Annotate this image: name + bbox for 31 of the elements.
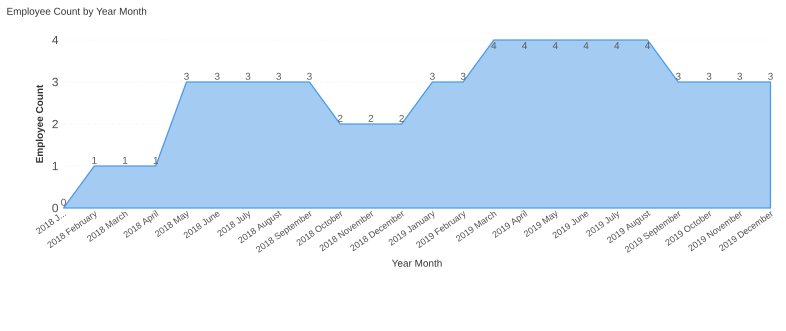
data-label: 3	[276, 72, 282, 80]
data-label: 3	[184, 72, 189, 80]
data-label: 2	[399, 114, 404, 122]
data-label: 3	[214, 72, 220, 80]
data-label: 0	[61, 198, 66, 206]
data-label: 4	[614, 42, 620, 50]
data-label: 4	[584, 42, 589, 50]
data-label: 4	[552, 42, 558, 50]
chart-title: Employee Count by Year Month	[7, 8, 146, 17]
data-label: 3	[460, 72, 466, 80]
data-label: 3	[430, 72, 435, 80]
y-tick-label: 1	[52, 162, 58, 170]
y-axis-title: Employee Count	[36, 84, 45, 163]
x-axis-title: Year Month	[392, 259, 442, 267]
data-label: 4	[644, 42, 650, 50]
data-label: 1	[92, 156, 97, 164]
data-label: 2	[368, 114, 374, 122]
data-label: 2	[338, 114, 342, 122]
data-label: 1	[123, 156, 128, 164]
data-label: 3	[676, 72, 681, 80]
data-label: 3	[307, 72, 312, 80]
y-tick-label: 3	[52, 78, 58, 86]
data-label: 3	[768, 72, 773, 80]
y-tick-label: 4	[52, 36, 58, 44]
y-tick-label: 2	[52, 120, 58, 128]
data-label: 3	[246, 72, 250, 80]
data-label: 3	[737, 72, 742, 80]
data-label: 4	[491, 42, 496, 50]
y-tick-label: 0	[52, 204, 58, 212]
data-label: 4	[522, 42, 528, 50]
data-label: 3	[706, 72, 712, 80]
